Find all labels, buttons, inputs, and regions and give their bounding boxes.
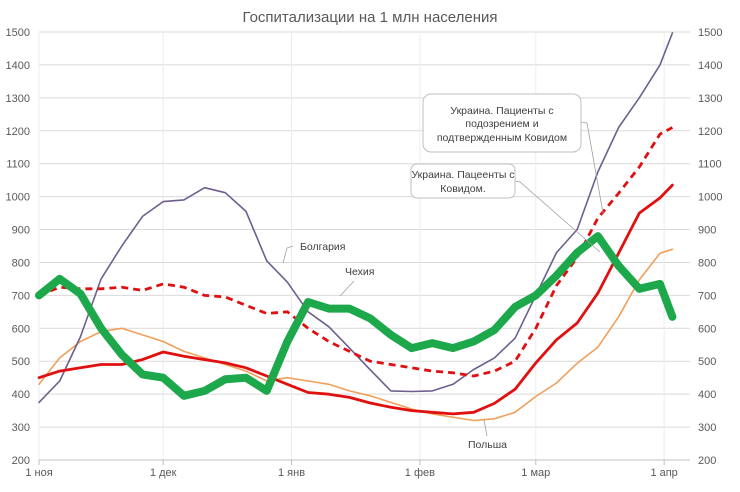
y-tick-label-left: 1500 (6, 27, 30, 39)
y-tick-label-right: 1100 (698, 159, 722, 171)
callout-ukraine-covid (410, 163, 516, 199)
callout-ukraine-suspected-line3: подтвержденным Ковидом (437, 132, 567, 144)
y-tick-label-right: 600 (698, 323, 716, 335)
leader-ukraine-suspected (580, 121, 604, 214)
y-tick-label-right: 1200 (698, 126, 722, 138)
y-tick-label-left: 1200 (6, 126, 30, 138)
y-tick-label-left: 1400 (6, 60, 30, 72)
y-tick-label-right: 800 (698, 257, 716, 269)
y-tick-label-left: 400 (12, 389, 30, 401)
leader-poland (483, 419, 488, 437)
x-tick-label: 1 фев (405, 467, 435, 479)
y-tick-label-left: 500 (12, 356, 30, 368)
y-tick-label-left: 1300 (6, 93, 30, 105)
y-tick-label-right: 400 (698, 389, 716, 401)
y-tick-label-left: 800 (12, 257, 30, 269)
y-tick-label-left: 900 (12, 225, 30, 237)
y-tick-label-right: 700 (698, 290, 716, 302)
y-tick-label-right: 1300 (698, 93, 722, 105)
y-axis-left: 200 300 400 500 600 700 800 900 1000 1100 1200 1300… (6, 27, 30, 467)
gridlines (38, 31, 690, 461)
x-tick-label: 1 янв (278, 467, 305, 479)
x-tick-label: 1 мар (521, 467, 550, 479)
y-tick-label-right: 1400 (698, 60, 722, 72)
y-tick-label-left: 200 (12, 455, 30, 467)
y-tick-label-left: 1100 (6, 159, 30, 171)
label-bulgaria: Болгария (300, 241, 345, 253)
y-tick-label-left: 1000 (6, 192, 30, 204)
chart-title: Госпитализации на 1 млн населения (242, 9, 497, 26)
y-axis-right: 200 300 400 500 600 700 800 900 1000 1100 1200 1300… (698, 27, 722, 467)
callout-ukraine-covid-line1: Украина. Пацеенты с (411, 169, 514, 181)
annotations: Болгария Чехия Польша Украина. Пациенты … (282, 93, 604, 451)
label-czech: Чехия (345, 266, 374, 278)
leader-bulgaria (282, 245, 294, 264)
series-line-3 (38, 248, 674, 422)
callout-ukraine-suspected-line1: Украина. Пациенты с (450, 105, 553, 117)
y-tick-label-right: 1500 (698, 27, 722, 39)
y-tick-label-right: 1000 (698, 192, 722, 204)
y-tick-label-right: 900 (698, 225, 716, 237)
series-line-0 (38, 32, 674, 404)
y-tick-label-right: 500 (698, 356, 716, 368)
y-tick-label-left: 700 (12, 290, 30, 302)
label-poland: Польша (468, 439, 507, 451)
x-axis: 1 ноя 1 дек 1 янв 1 фев 1 мар 1 апр (25, 459, 690, 479)
series-lines (35, 32, 677, 422)
series-line-4 (35, 232, 677, 400)
leader-czech (339, 280, 355, 297)
callout-ukraine-suspected (422, 93, 582, 153)
y-tick-label-left: 300 (12, 422, 30, 434)
x-tick-label: 1 дек (150, 467, 177, 479)
x-tick-label: 1 ноя (25, 467, 52, 479)
y-tick-label-left: 600 (12, 323, 30, 335)
leader-ukraine-covid (514, 180, 601, 253)
callout-ukraine-suspected-line2: подозрением и (465, 118, 538, 130)
series-line-2 (37, 183, 674, 416)
y-tick-label-right: 300 (698, 422, 716, 434)
callout-ukraine-covid-line2: Ковидом. (440, 183, 486, 195)
y-tick-label-right: 200 (698, 455, 716, 467)
x-tick-label: 1 апр (650, 467, 677, 479)
